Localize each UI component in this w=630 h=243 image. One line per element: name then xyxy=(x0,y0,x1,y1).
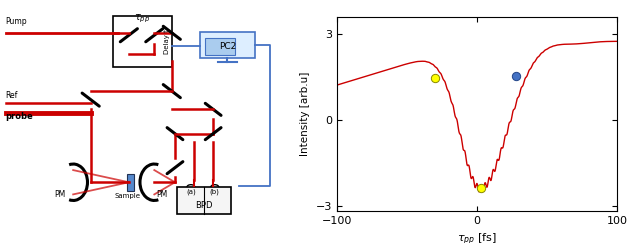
Text: Sample: Sample xyxy=(115,193,140,199)
Text: BPD: BPD xyxy=(195,201,212,210)
Text: Pump: Pump xyxy=(5,17,26,26)
Bar xyxy=(113,16,172,67)
X-axis label: $\tau_{pp}$ [fs]: $\tau_{pp}$ [fs] xyxy=(457,232,497,243)
Bar xyxy=(127,174,134,191)
Bar xyxy=(176,187,231,214)
Text: Ref: Ref xyxy=(5,91,17,100)
Text: probe: probe xyxy=(5,112,33,121)
Text: $\tau_{pp}$: $\tau_{pp}$ xyxy=(134,13,151,26)
Text: PC2: PC2 xyxy=(219,42,236,51)
Text: (a): (a) xyxy=(186,188,196,195)
Bar xyxy=(205,38,236,55)
Text: PM: PM xyxy=(156,190,168,199)
Text: Delay t: Delay t xyxy=(164,29,170,54)
Text: (b): (b) xyxy=(210,188,220,195)
Y-axis label: Intensity [arb.u]: Intensity [arb.u] xyxy=(301,72,310,156)
Text: PM: PM xyxy=(54,190,66,199)
Bar xyxy=(200,32,255,58)
